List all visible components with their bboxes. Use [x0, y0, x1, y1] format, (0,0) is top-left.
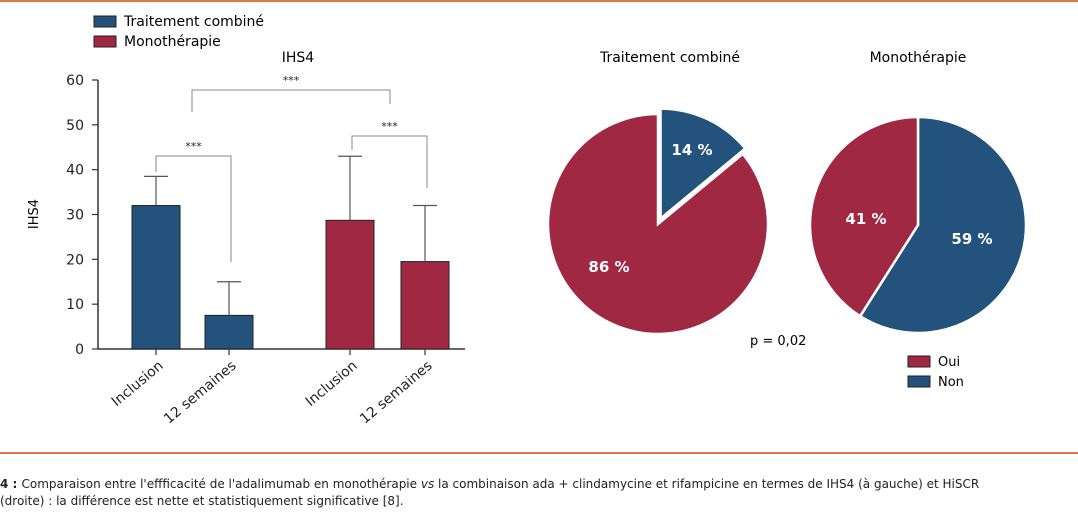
- y-tick-label: 40: [66, 163, 84, 179]
- legend-swatch-combined: [93, 15, 117, 28]
- legend-label-mono: Monothérapie: [124, 34, 221, 50]
- pie1-title: Traitement combiné: [599, 50, 740, 66]
- significance-bracket-combined: [155, 155, 232, 262]
- pie-legend-swatch-non: [907, 375, 931, 388]
- pie-legend-swatch-oui: [907, 355, 931, 368]
- top-rule: [0, 0, 1078, 2]
- x-tick-label: Inclusion: [109, 358, 167, 410]
- y-tick-label: 50: [66, 118, 84, 134]
- bar-legend: Traitement combiné Monothérapie: [93, 14, 264, 50]
- y-tick-label: 0: [75, 342, 84, 358]
- figure: Traitement combiné Monothérapie IHS4 IHS…: [27, 14, 1028, 427]
- legend-label-combined: Traitement combiné: [123, 14, 264, 30]
- y-tick-label: 10: [66, 297, 84, 313]
- p-value: p = 0,02: [750, 334, 806, 349]
- pie-legend-label-oui: Oui: [938, 355, 960, 370]
- caption-line-2: (droite) : la différence est nette et st…: [0, 494, 404, 508]
- significance-bracket-mono-label: ***: [381, 120, 398, 133]
- pie2-slice-label: 41 %: [845, 210, 886, 228]
- y-tick-label: 30: [66, 208, 84, 224]
- pie-legend: Oui Non: [907, 355, 964, 390]
- caption-line-1: 4 : Comparaison entre l'effficacité de l…: [0, 476, 1078, 493]
- pie1-slice: [659, 107, 748, 222]
- pie1-slice: [546, 112, 770, 336]
- bar: [204, 314, 254, 350]
- bar: [325, 219, 375, 350]
- caption-part1: Comparaison entre l'effficacité de l'ada…: [21, 477, 421, 491]
- bar-chart-title: IHS4: [282, 50, 315, 66]
- bar: [131, 205, 181, 350]
- caption-lead: 4 :: [0, 477, 22, 491]
- pie2-slice: [858, 115, 1028, 335]
- significance-bracket-inclusion-label: ***: [283, 74, 300, 87]
- pie2-slice: [808, 115, 920, 318]
- x-tick-label: 12 semaines: [357, 358, 436, 428]
- y-tick-label: 20: [66, 252, 84, 268]
- caption-part2: la combinaison ada + clindamycine et rif…: [434, 477, 980, 491]
- legend-swatch-mono: [93, 35, 117, 48]
- significance-bracket-inclusion: [191, 89, 391, 112]
- y-tick-label: 60: [66, 73, 84, 89]
- y-axis-label: IHS4: [27, 199, 42, 229]
- significance-bracket-mono: [351, 135, 428, 188]
- x-tick-label: Inclusion: [303, 358, 361, 410]
- pie2-slice-label: 59 %: [951, 230, 992, 248]
- pie-legend-label-non: Non: [938, 375, 964, 390]
- caption-vs: vs: [420, 477, 435, 491]
- pie1-slice-label: 14 %: [671, 141, 712, 159]
- pie1-slice-label: 86 %: [588, 258, 629, 276]
- significance-bracket-combined-label: ***: [185, 140, 202, 153]
- pie2-title: Monothérapie: [870, 50, 967, 66]
- bottom-rule: [0, 452, 1078, 454]
- bar: [400, 261, 450, 350]
- pie-charts: 14 % 86 % 59 % 41 %: [546, 107, 1028, 336]
- x-tick-label: 12 semaines: [161, 358, 240, 428]
- figure-caption: 4 : Comparaison entre l'effficacité de l…: [0, 476, 1078, 510]
